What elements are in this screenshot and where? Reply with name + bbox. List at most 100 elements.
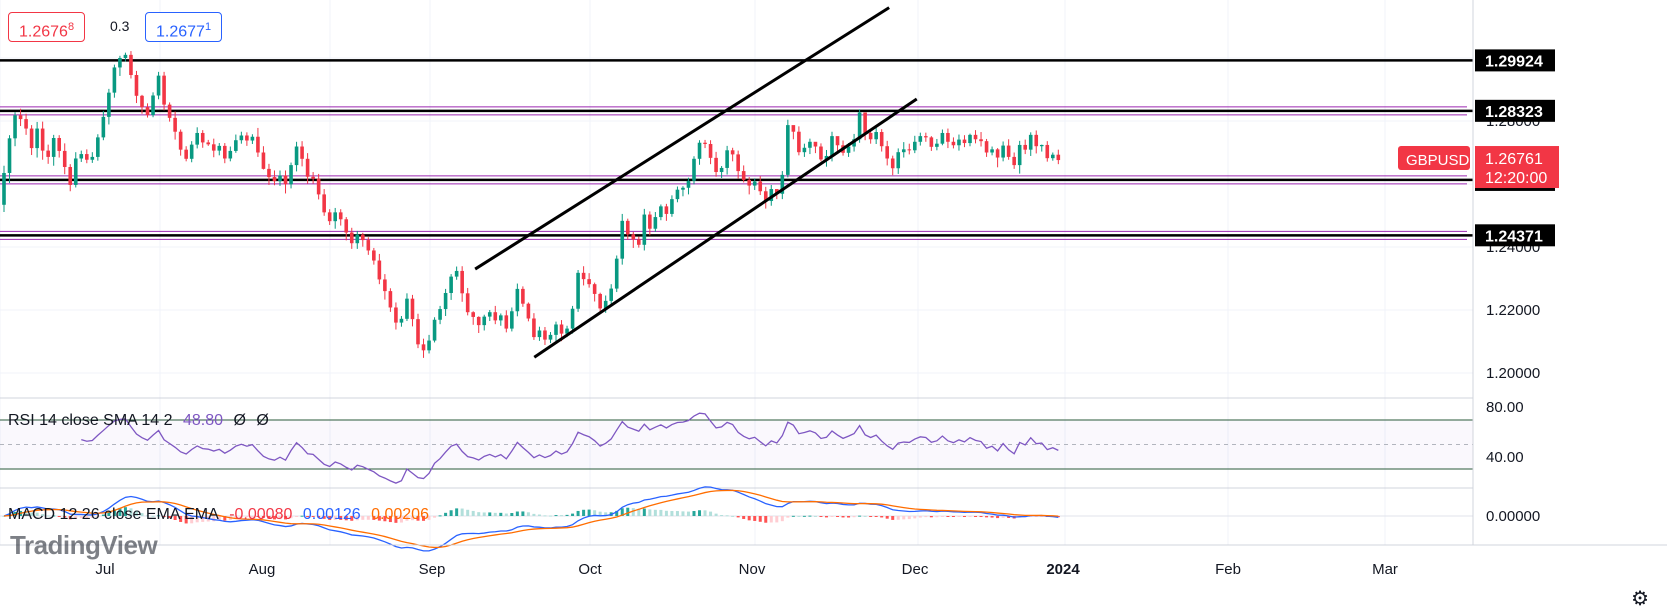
candle-up — [1039, 144, 1044, 147]
candle-down — [995, 149, 1000, 158]
candle-down — [327, 212, 332, 222]
time-axis[interactable]: Jul Aug Sep Oct Nov Dec 2024 Feb Mar — [95, 561, 1398, 578]
settings-gear-icon[interactable]: ⚙ — [1631, 588, 1649, 610]
candle-down — [245, 135, 249, 141]
macd-histogram-bar — [841, 516, 845, 518]
macd-histogram-bar — [769, 516, 773, 523]
candle-up — [250, 136, 255, 141]
macd-legend[interactable]: MACD 12 26 close EMA EMA -0.00080 0.0012… — [8, 506, 435, 524]
candle-down — [211, 144, 216, 151]
candle-down — [532, 318, 536, 338]
macd-histogram-bar — [1040, 516, 1044, 517]
candle-down — [625, 220, 630, 235]
symbol-text: GBPUSD — [1406, 152, 1470, 169]
macd-histogram-bar — [698, 510, 702, 516]
macd-histogram-bar — [946, 516, 950, 517]
price-label-box — [1475, 224, 1555, 247]
price-label: 1.29924 — [1485, 53, 1543, 70]
macd-histogram-bar — [311, 516, 315, 517]
macd-histogram-bar — [714, 513, 718, 516]
candle-down — [372, 250, 376, 261]
candle-up — [653, 217, 658, 229]
macd-histogram-bar — [179, 516, 183, 522]
candle-down — [471, 312, 475, 317]
candle-down — [1006, 145, 1011, 157]
candle-down — [283, 175, 288, 185]
last-price-box — [1475, 146, 1559, 189]
macd-histogram-bar — [190, 516, 194, 524]
buy-price-pip: 1 — [204, 21, 212, 33]
candle-up — [499, 315, 503, 321]
candle-up — [576, 272, 580, 309]
macd-histogram-bar — [764, 516, 768, 523]
candle-down — [714, 157, 718, 173]
macd-histogram-bar — [477, 512, 481, 516]
candle-down — [885, 146, 889, 159]
candles — [2, 51, 1061, 358]
price-tick: 1.20000 — [1486, 365, 1540, 382]
macd-histogram-bar — [24, 511, 28, 516]
macd-histogram-bar — [1007, 516, 1011, 518]
macd-histogram-bar — [880, 516, 884, 518]
trend-channel[interactable] — [474, 6, 918, 359]
channel-line — [533, 97, 918, 359]
macd-histogram-bar — [858, 515, 862, 517]
symbol-badge — [1398, 146, 1470, 171]
rsi-extra-1: Ø — [233, 412, 246, 429]
candle-up — [239, 135, 244, 141]
candle-down — [946, 132, 950, 142]
macd-histogram-bar — [366, 516, 370, 520]
candle-down — [791, 125, 796, 132]
sell-price-box[interactable]: 1.26768 — [8, 12, 86, 42]
macd-histogram-bar — [753, 516, 757, 521]
candle-down — [1012, 156, 1016, 166]
last-price-value: 1.26761 — [1485, 151, 1543, 168]
buy-price: 1.2677 — [156, 23, 205, 41]
candle-up — [96, 137, 100, 157]
candle-down — [813, 141, 818, 147]
time-tick: Nov — [739, 561, 766, 578]
macd-histogram-bar — [709, 511, 713, 516]
macd-histogram-bar — [455, 508, 459, 516]
macd-histogram-bar — [940, 516, 944, 517]
macd-histogram-bar — [642, 508, 646, 516]
candle-up — [151, 95, 155, 116]
candle-down — [361, 234, 365, 241]
macd-histogram-bar — [118, 507, 122, 516]
macd-histogram-bar — [979, 516, 983, 517]
candle-up — [515, 288, 520, 312]
macd-histogram-bar — [388, 516, 392, 523]
macd-histogram-bar — [874, 516, 878, 517]
candle-down — [256, 136, 260, 153]
candle-up — [156, 75, 161, 96]
macd-histogram-bar — [962, 516, 966, 517]
rsi-legend[interactable]: RSI 14 close SMA 14 2 48.80 Ø Ø — [8, 412, 275, 430]
macd-line-value: 0.00126 — [302, 506, 361, 523]
candle-up — [857, 112, 862, 140]
macd-histogram-bar — [328, 516, 332, 520]
candle-down — [1034, 134, 1039, 147]
macd-histogram-bar — [620, 508, 624, 516]
rsi-tick: 40.00 — [1486, 449, 1524, 466]
macd-histogram-bar — [951, 516, 955, 518]
candle-up — [2, 172, 6, 205]
macd-histogram-bar — [819, 516, 823, 517]
channel-line — [474, 6, 890, 271]
macd-histogram-bar — [896, 516, 900, 520]
buy-price-box[interactable]: 1.26771 — [145, 12, 223, 42]
macd-histogram-bar — [786, 516, 790, 518]
candle-down — [300, 146, 304, 159]
candle-down — [1023, 144, 1027, 150]
macd-histogram-bar — [902, 516, 906, 520]
candle-down — [890, 158, 895, 169]
candle-down — [493, 312, 498, 321]
candle-down — [272, 177, 277, 182]
candle-down — [951, 141, 956, 146]
candle-up — [13, 115, 17, 139]
macd-histogram-bar — [891, 516, 895, 520]
macd-histogram-bar — [173, 516, 177, 520]
candle-up — [830, 136, 834, 156]
macd-histogram-bar — [631, 508, 635, 516]
macd-histogram-bar — [885, 516, 889, 519]
